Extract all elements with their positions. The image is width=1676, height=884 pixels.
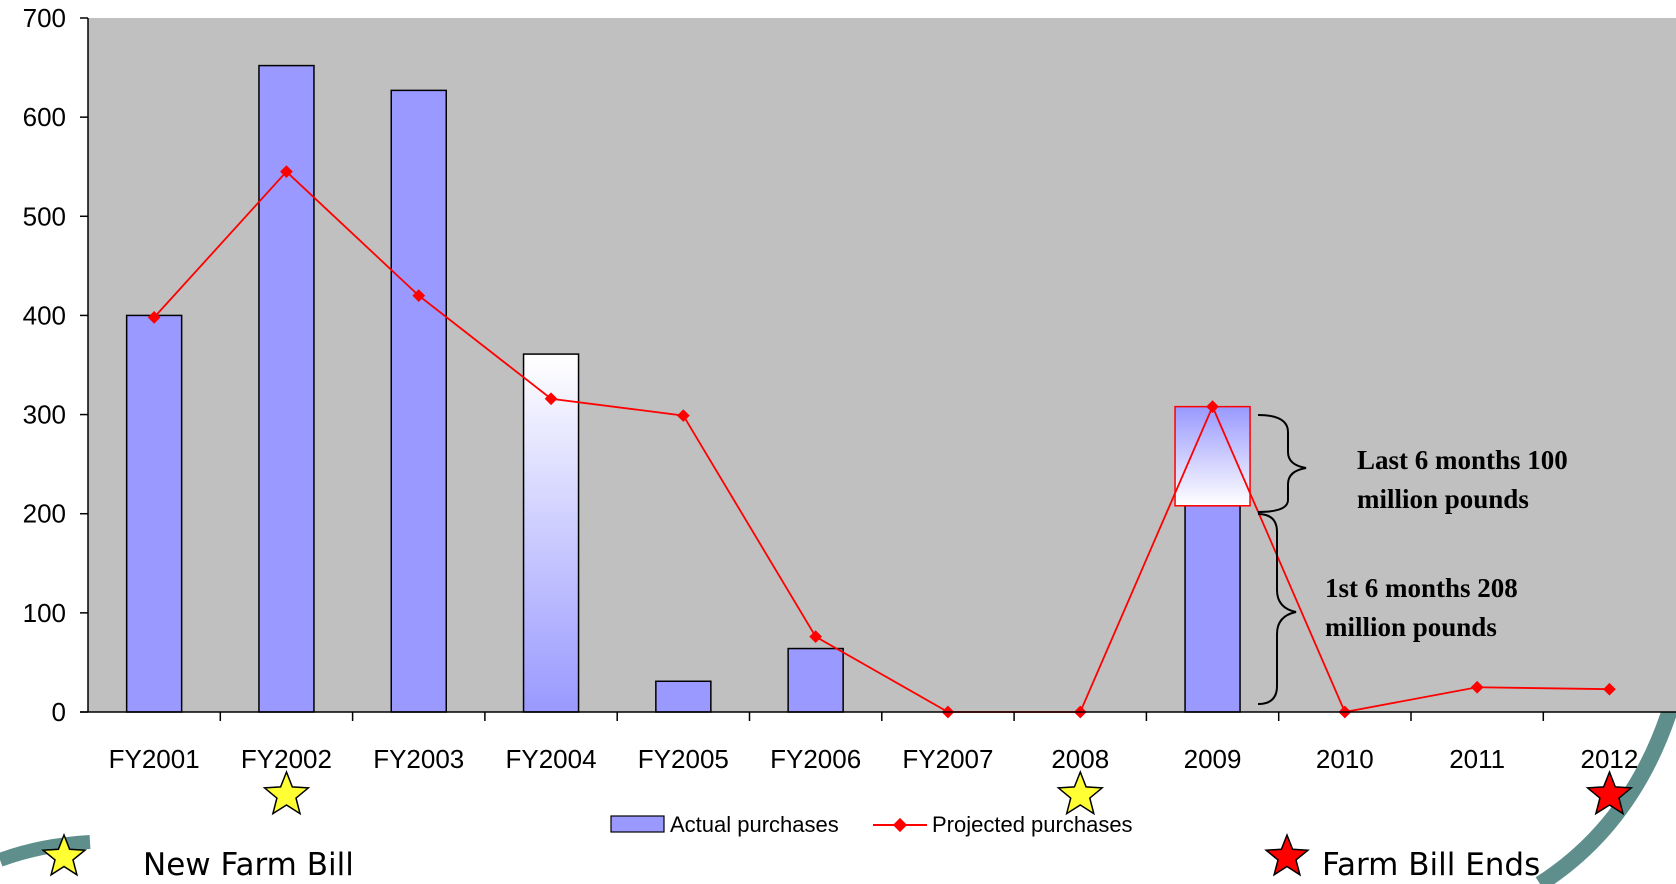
farm-bill-markers	[262, 769, 1634, 816]
bar-2009-second-half	[1174, 405, 1251, 507]
y-axis-ticks: 0 100 200 300 400 500 600 700	[23, 3, 88, 727]
y-tick-label-300: 300	[23, 400, 66, 430]
farm-bill-ends-star-icon	[1264, 832, 1310, 877]
x-tick-label-2011: 2011	[1449, 744, 1505, 774]
y-tick-label-0: 0	[52, 697, 66, 727]
y-tick-label-700: 700	[23, 3, 66, 33]
x-tick-label-fy2006: FY2006	[770, 744, 861, 774]
frame-curve-left	[0, 835, 91, 867]
projected-point-fy2003	[412, 289, 426, 302]
new-farm-bill-star-icon	[41, 832, 87, 877]
x-tick-label-fy2005: FY2005	[638, 744, 729, 774]
projected-purchases-line	[153, 170, 1610, 714]
footer-key: New Farm Bill Farm Bill Ends	[41, 832, 1540, 883]
annotation-first-6-months-line1: 1st 6 months 208	[1325, 573, 1518, 603]
farm-bill-ends-star-icon	[1585, 769, 1634, 816]
brace-first-6-months	[1257, 513, 1297, 705]
annotation-last-6-months-line1: Last 6 months 100	[1357, 445, 1568, 475]
farm-bill-ends-label: Farm Bill Ends	[1322, 847, 1540, 883]
x-axis-ticks: FY2001 FY2002 FY2003 FY2004 FY2005 FY2006 FY20…	[109, 712, 1639, 774]
x-tick-label-2012: 2012	[1581, 744, 1639, 774]
x-tick-label-fy2002: FY2002	[241, 744, 332, 774]
bar-fy2006	[787, 647, 844, 713]
plot-area	[88, 18, 1676, 712]
projected-point-fy2002	[280, 165, 293, 179]
y-tick-label-600: 600	[23, 102, 66, 132]
bar-fy2004	[522, 353, 580, 713]
y-tick-label-400: 400	[23, 300, 66, 330]
y-tick-label-200: 200	[23, 499, 66, 529]
new-farm-bill-star-icon	[1056, 769, 1105, 816]
bar-fy2003	[390, 89, 447, 713]
new-farm-bill-label: New Farm Bill	[143, 847, 354, 883]
legend-label-actual-purchases: Actual purchases	[670, 812, 839, 837]
bar-fy2002	[258, 64, 315, 713]
x-tick-label-fy2003: FY2003	[373, 744, 464, 774]
x-tick-label-fy2001: FY2001	[109, 744, 200, 774]
bar-2009-first-half	[1184, 505, 1241, 713]
legend-swatch-actual-purchases	[610, 815, 665, 833]
new-farm-bill-star-icon	[262, 769, 311, 816]
x-tick-label-2008: 2008	[1051, 744, 1109, 774]
legend: Actual purchases Projected purchases	[610, 812, 1133, 837]
brace-last-6-months	[1257, 414, 1307, 513]
projected-point-fy2001	[147, 311, 161, 324]
legend-label-projected-purchases: Projected purchases	[932, 812, 1133, 837]
x-tick-label-fy2007: FY2007	[902, 744, 993, 774]
bar-fy2001	[125, 314, 183, 713]
y-tick-label-100: 100	[23, 598, 66, 628]
bar-fy2005	[655, 680, 712, 713]
annotation-last-6-months-line2: million pounds	[1357, 484, 1529, 514]
legend-swatch-projected-marker	[892, 817, 908, 833]
annotation-first-6-months-line2: million pounds	[1325, 612, 1497, 642]
y-tick-label-500: 500	[23, 201, 66, 231]
x-tick-label-2010: 2010	[1316, 744, 1374, 774]
x-tick-label-fy2004: FY2004	[506, 744, 597, 774]
bars-layer	[125, 64, 1251, 713]
x-tick-label-2009: 2009	[1184, 744, 1242, 774]
frame-curve	[1535, 687, 1676, 884]
